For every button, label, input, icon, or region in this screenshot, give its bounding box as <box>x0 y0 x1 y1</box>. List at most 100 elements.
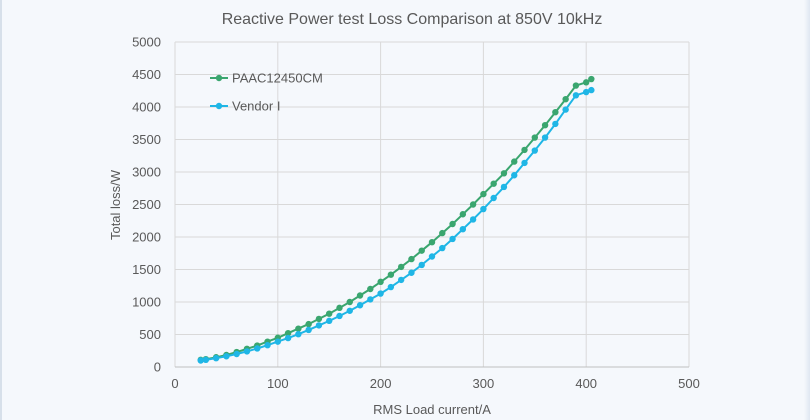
data-point <box>531 147 538 154</box>
data-point <box>212 355 220 362</box>
data-point <box>439 229 446 237</box>
data-point <box>480 205 487 213</box>
y-tick-label: 500 <box>139 327 161 342</box>
data-point <box>336 304 343 312</box>
data-point <box>562 96 569 103</box>
x-tick-label: 0 <box>171 376 178 391</box>
data-point <box>469 201 477 208</box>
data-point <box>254 345 261 352</box>
data-point <box>490 180 497 187</box>
data-point <box>583 88 590 96</box>
x-tick-label: 400 <box>575 376 597 391</box>
y-tick-label: 5000 <box>132 35 161 50</box>
data-point <box>397 276 405 284</box>
data-point <box>356 302 364 309</box>
data-point <box>552 120 559 128</box>
x-tick-label: 500 <box>678 376 700 391</box>
x-tick-label: 300 <box>473 376 495 391</box>
data-point <box>439 244 446 252</box>
x-axis-title: RMS Load current/A <box>373 402 491 417</box>
data-point <box>541 134 549 141</box>
data-point <box>305 326 312 334</box>
data-point <box>264 342 271 349</box>
legend-label: PAAC12450CM <box>232 71 323 86</box>
data-point <box>428 239 436 246</box>
data-point <box>459 226 467 233</box>
data-point <box>418 261 425 269</box>
data-point <box>521 159 528 167</box>
data-point <box>284 330 292 337</box>
data-point <box>274 338 281 345</box>
data-point <box>572 92 580 99</box>
legend-item: PAAC12450CM <box>210 71 323 86</box>
data-point <box>490 194 497 202</box>
data-point <box>588 75 595 83</box>
data-point <box>295 325 302 332</box>
data-point <box>531 134 538 141</box>
data-point <box>480 190 487 198</box>
y-axis-title: Total loss/W <box>108 169 123 240</box>
data-point <box>356 292 364 299</box>
data-point <box>408 255 415 263</box>
y-tick-label: 1500 <box>132 262 161 277</box>
data-point <box>223 353 230 360</box>
data-point <box>562 106 569 113</box>
y-tick-label: 2500 <box>132 197 161 212</box>
data-point <box>284 334 292 342</box>
data-point <box>500 183 508 191</box>
data-point <box>511 172 518 179</box>
data-point <box>397 263 405 271</box>
data-point <box>326 310 333 317</box>
data-point <box>408 269 415 276</box>
legend-item: Vendor I <box>210 99 280 114</box>
left-frame-edge <box>0 0 2 420</box>
data-point <box>326 317 333 325</box>
series-2 <box>197 86 595 364</box>
data-point <box>346 298 353 306</box>
data-point <box>315 322 323 329</box>
series-line <box>200 89 592 362</box>
legend-marker <box>215 74 223 82</box>
data-point <box>336 312 343 320</box>
data-point <box>500 170 508 177</box>
y-tick-label: 3000 <box>132 165 161 180</box>
data-point <box>202 356 210 364</box>
data-point <box>428 253 436 260</box>
data-point <box>469 216 477 223</box>
data-point <box>377 290 384 297</box>
data-point <box>243 348 251 355</box>
data-point <box>367 285 374 293</box>
series-line <box>200 78 592 361</box>
data-point <box>541 122 549 129</box>
chart-title: Reactive Power test Loss Comparison at 8… <box>222 11 603 28</box>
data-point <box>511 158 518 165</box>
legend: PAAC12450CM Vendor I <box>210 71 323 114</box>
legend-label: Vendor I <box>232 99 280 114</box>
data-point <box>521 146 528 154</box>
data-point <box>583 79 590 86</box>
data-point <box>449 235 456 243</box>
data-point <box>305 320 312 328</box>
data-point <box>459 211 467 218</box>
data-point <box>367 296 374 303</box>
data-point <box>418 247 425 254</box>
y-tick-label: 1000 <box>132 295 161 310</box>
data-point <box>295 330 302 338</box>
data-point <box>346 307 353 314</box>
y-tick-label: 4500 <box>132 67 161 82</box>
data-point <box>387 283 395 291</box>
data-point <box>377 278 384 286</box>
right-frame-edge <box>804 0 810 420</box>
x-tick-label: 100 <box>267 376 289 391</box>
grid-lines <box>174 41 690 368</box>
axes: 0500100015002000250030003500400045005000… <box>132 35 700 392</box>
data-point <box>588 86 595 94</box>
series-1 <box>197 75 595 364</box>
series-layer <box>197 75 595 364</box>
data-point <box>449 220 456 228</box>
data-point <box>233 350 240 358</box>
legend-marker <box>215 102 223 110</box>
x-tick-label: 200 <box>370 376 392 391</box>
